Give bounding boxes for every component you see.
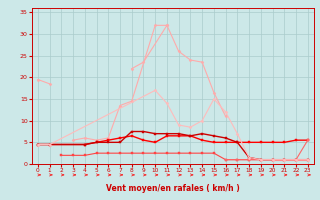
X-axis label: Vent moyen/en rafales ( km/h ): Vent moyen/en rafales ( km/h ) — [106, 184, 240, 193]
